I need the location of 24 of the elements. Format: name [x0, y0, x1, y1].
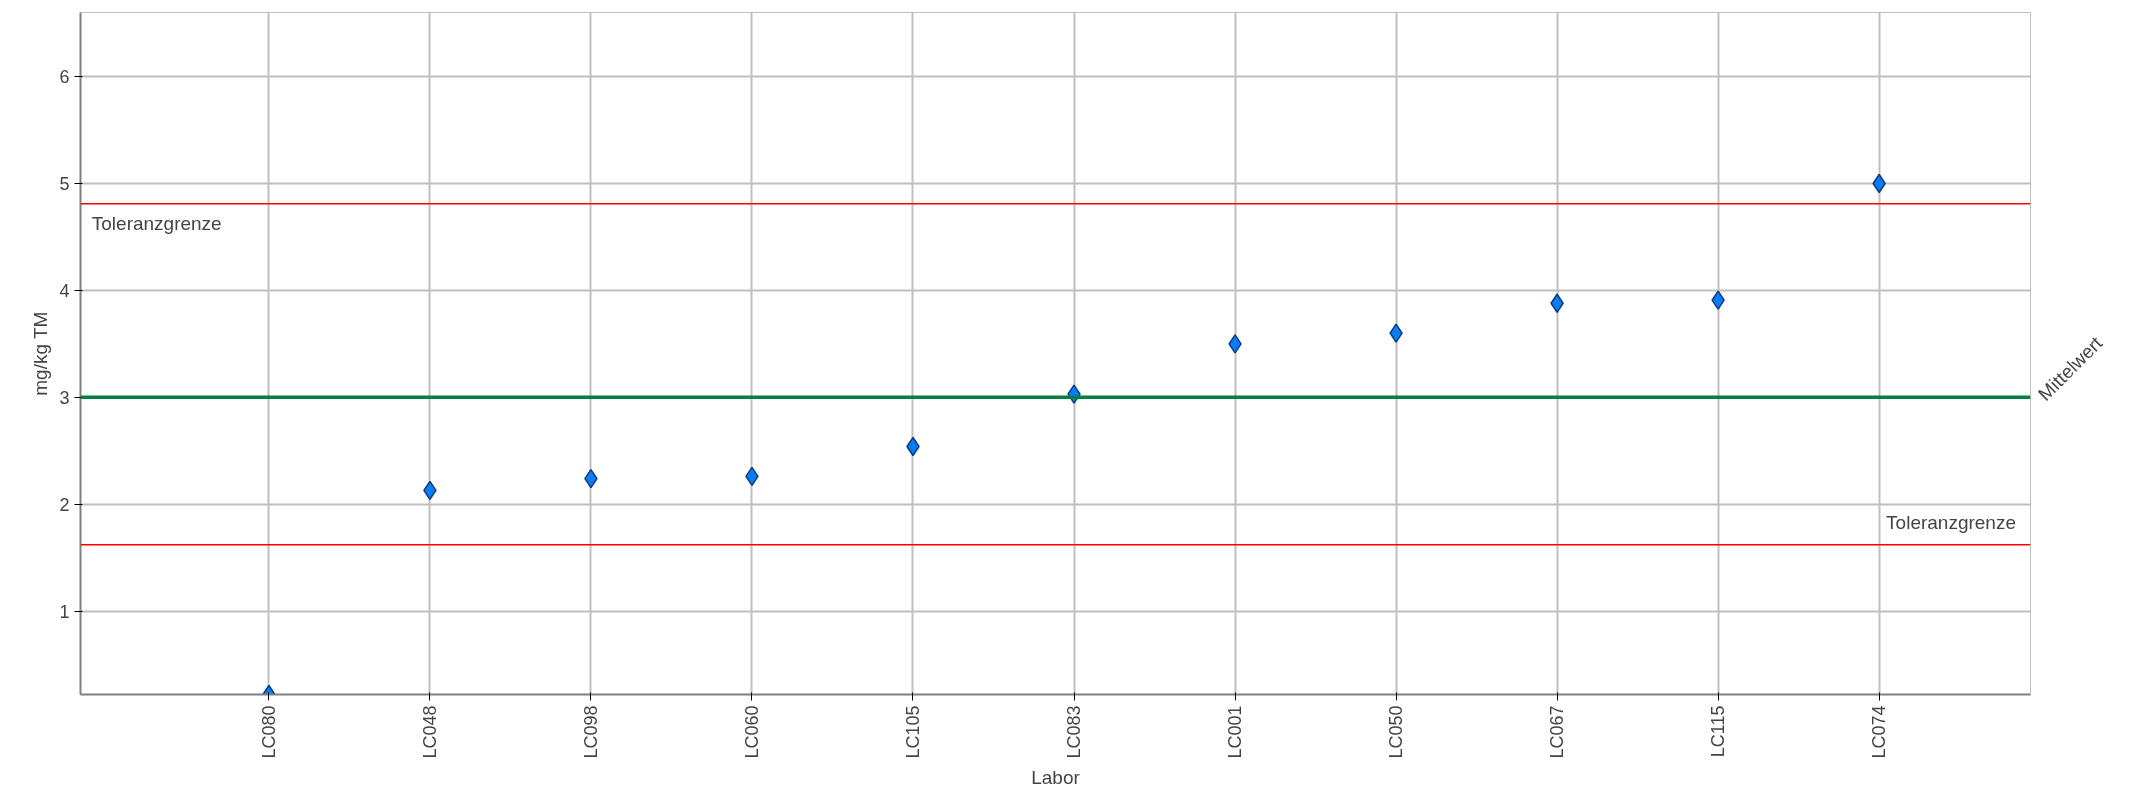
- y-tick-label: 2: [59, 494, 70, 515]
- y-tick-label: 5: [59, 174, 70, 195]
- x-tick-label: LC105: [902, 705, 923, 759]
- x-tick-label: LC115: [1708, 705, 1729, 758]
- y-tick-label: 3: [59, 387, 70, 408]
- x-tick-label: LC080: [258, 705, 279, 759]
- y-tick-label: 4: [59, 280, 70, 301]
- y-axis-title: mg/kg TM: [30, 311, 52, 396]
- y-tick-label: 6: [59, 67, 70, 88]
- ref-line-label: Toleranzgrenze: [91, 212, 222, 234]
- x-tick-label: LC067: [1547, 705, 1568, 759]
- x-tick-label: LC048: [419, 705, 440, 759]
- point: [1711, 290, 1725, 310]
- x-tick-label: LC001: [1225, 705, 1246, 759]
- x-tick-label: LC050: [1386, 705, 1407, 759]
- x-tick-label: LC060: [741, 705, 762, 759]
- ref-line-label: Toleranzgrenze: [1886, 511, 2017, 533]
- y-tick-label: 1: [59, 601, 70, 622]
- x-axis-title: Labor: [1031, 766, 1081, 788]
- x-tick-label: LC098: [580, 705, 601, 759]
- point: [1228, 334, 1242, 354]
- x-tick-label: LC083: [1064, 705, 1085, 759]
- point: [1389, 323, 1403, 343]
- x-tick-label: LC074: [1869, 705, 1890, 759]
